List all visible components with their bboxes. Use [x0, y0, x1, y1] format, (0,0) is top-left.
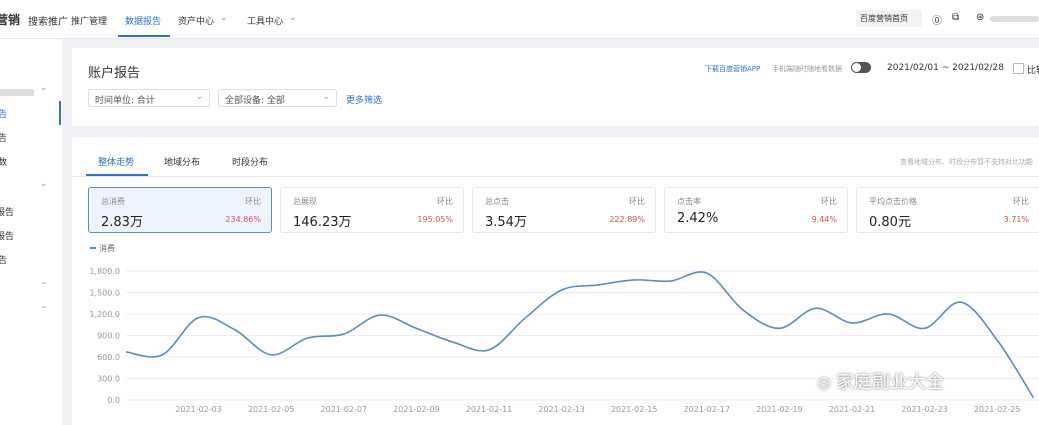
- y-tick-label: 900.0: [97, 332, 120, 341]
- user-icon[interactable]: ⊛: [976, 12, 985, 23]
- top-nav: 营销 搜索推广 推广管理 数据报告 资产中心 ⌄ 工具中心 ⌄ 百度营销首页 ⓪…: [0, 0, 1039, 39]
- home-label: 百度营销首页: [860, 14, 908, 23]
- trend-panel: 整体走势 地域分布 时段分布 查看地域分布、时段分布暂不支持对比功能: [72, 137, 1039, 425]
- card-change: 9.44%: [811, 215, 837, 224]
- nav-item[interactable]: 工具中心: [247, 17, 284, 27]
- filter-label: 时间单位: 合计: [95, 96, 155, 106]
- x-tick-label: 2021-02-23: [901, 405, 948, 414]
- filter-select[interactable]: 时间单位: 合计 ⌄: [88, 89, 210, 107]
- side-item[interactable]: 告: [0, 134, 8, 144]
- user-name-blur: [990, 16, 1039, 22]
- active-underline: [118, 35, 170, 37]
- side-item[interactable]: 报告: [0, 208, 15, 218]
- tab[interactable]: 地域分布: [164, 158, 201, 168]
- divider: [72, 176, 1039, 177]
- side-item[interactable]: 告: [0, 256, 8, 266]
- change-label: 环比: [245, 197, 261, 206]
- x-tick-label: 2021-02-15: [611, 405, 658, 414]
- card-value: 0.80元: [869, 215, 911, 230]
- x-tick-label: 2021-02-05: [248, 405, 295, 414]
- card-label: 总消费: [101, 197, 125, 206]
- app-link[interactable]: 下载百度营销APP: [705, 65, 761, 73]
- legend-label: 消费: [99, 243, 115, 253]
- brand: 营销: [0, 13, 21, 27]
- compare-label: 比较: [1027, 66, 1039, 76]
- chevron: ⌄: [220, 13, 228, 23]
- report-header: 账户报告 下载百度营销APP 手机端随时随地看数据 2021/02/01 ~ 2…: [72, 48, 1039, 126]
- nav-item[interactable]: 资产中心: [178, 17, 215, 27]
- nav-item[interactable]: 推广管理: [71, 17, 108, 27]
- nav-item[interactable]: 数据报告: [125, 17, 162, 27]
- change-label: 环比: [629, 197, 645, 206]
- metric-card[interactable]: 点击率 环比 2.42% 9.44%: [664, 187, 848, 233]
- card-value: 2.83万: [101, 215, 143, 230]
- card-label: 总点击: [485, 197, 509, 206]
- metric-card[interactable]: 总点击 环比 3.54万 222.89%: [472, 187, 656, 233]
- tab-underline: [86, 174, 148, 176]
- card-label: 总展现: [293, 197, 317, 206]
- y-tick-label: 0.0: [107, 396, 120, 405]
- y-tick-label: 1,500.0: [89, 289, 120, 298]
- card-change: 234.86%: [225, 215, 261, 224]
- side-item[interactable]: 报告: [0, 232, 15, 242]
- change-label: 环比: [821, 197, 837, 206]
- home-button[interactable]: 百度营销首页: [856, 10, 922, 27]
- filter-select[interactable]: 全部设备: 全部 ⌄: [218, 89, 337, 107]
- report-title: 账户报告: [88, 66, 141, 81]
- chevron: ⌄: [40, 277, 48, 287]
- metric-card[interactable]: 平均点击价格 环比 0.80元 3.71%: [856, 187, 1039, 233]
- card-label: 平均点击价格: [869, 197, 917, 206]
- x-tick-label: 2021-02-25: [974, 405, 1021, 414]
- chevron: ⌄: [40, 179, 48, 189]
- toggle[interactable]: [851, 62, 871, 73]
- x-tick-label: 2021-02-07: [321, 405, 368, 414]
- y-tick-label: 600.0: [97, 353, 120, 362]
- product: 搜索推广: [28, 17, 68, 28]
- copy-icon[interactable]: ⧉: [952, 12, 960, 23]
- chevron: ⌄: [40, 83, 48, 93]
- y-tick-label: 300.0: [97, 375, 120, 384]
- card-change: 195.05%: [417, 215, 453, 224]
- checkbox[interactable]: [1013, 63, 1024, 74]
- change-label: 环比: [1013, 197, 1029, 206]
- y-tick-label: 1,800.0: [89, 267, 120, 276]
- metric-card[interactable]: 总消费 环比 2.83万 234.86%: [88, 187, 272, 233]
- card-value: 146.23万: [293, 215, 352, 230]
- change-label: 环比: [437, 197, 453, 206]
- side-item[interactable]: 数: [0, 158, 8, 168]
- card-label: 点击率: [677, 197, 701, 206]
- metric-card[interactable]: 总展现 环比 146.23万 195.05%: [280, 187, 464, 233]
- card-value: 3.54万: [485, 215, 527, 230]
- x-tick-label: 2021-02-03: [175, 405, 222, 414]
- x-tick-label: 2021-02-21: [829, 405, 876, 414]
- x-tick-label: 2021-02-13: [538, 405, 585, 414]
- help-icon[interactable]: ⓪: [932, 16, 942, 27]
- note: 查看地域分布、时段分布暂不支持对比功能: [900, 158, 1033, 166]
- tab[interactable]: 时段分布: [232, 158, 269, 168]
- tab[interactable]: 整体走势: [98, 158, 135, 168]
- side-item[interactable]: 告: [0, 110, 8, 120]
- y-tick-label: 1,200.0: [89, 310, 120, 319]
- account-blur: [0, 89, 34, 96]
- watermark: ◎ 家庭副业大全: [817, 372, 945, 393]
- active-bar: [59, 101, 61, 125]
- card-value: 2.42%: [677, 211, 719, 226]
- x-tick-label: 2021-02-19: [756, 405, 803, 414]
- mobile-hint: 手机端随时随地看数据: [772, 65, 842, 73]
- card-change: 222.89%: [609, 215, 645, 224]
- watermark-text: 家庭副业大全: [836, 372, 945, 393]
- sidebar: ⌄ 告 告 数 ⌄ 报告 报告 告 ⌄ ⌄: [0, 39, 62, 425]
- chevron: ⌄: [289, 13, 297, 23]
- chevron: ⌄: [40, 301, 48, 311]
- date-range[interactable]: 2021/02/01 ~ 2021/02/28: [887, 63, 1005, 73]
- card-change: 3.71%: [1003, 215, 1029, 224]
- x-tick-label: 2021-02-17: [684, 405, 731, 414]
- line: [125, 271, 1035, 399]
- x-tick-label: 2021-02-11: [466, 405, 513, 414]
- more-filters[interactable]: 更多筛选: [346, 96, 383, 106]
- x-tick-label: 2021-02-09: [393, 405, 440, 414]
- filter-label: 全部设备: 全部: [225, 96, 285, 106]
